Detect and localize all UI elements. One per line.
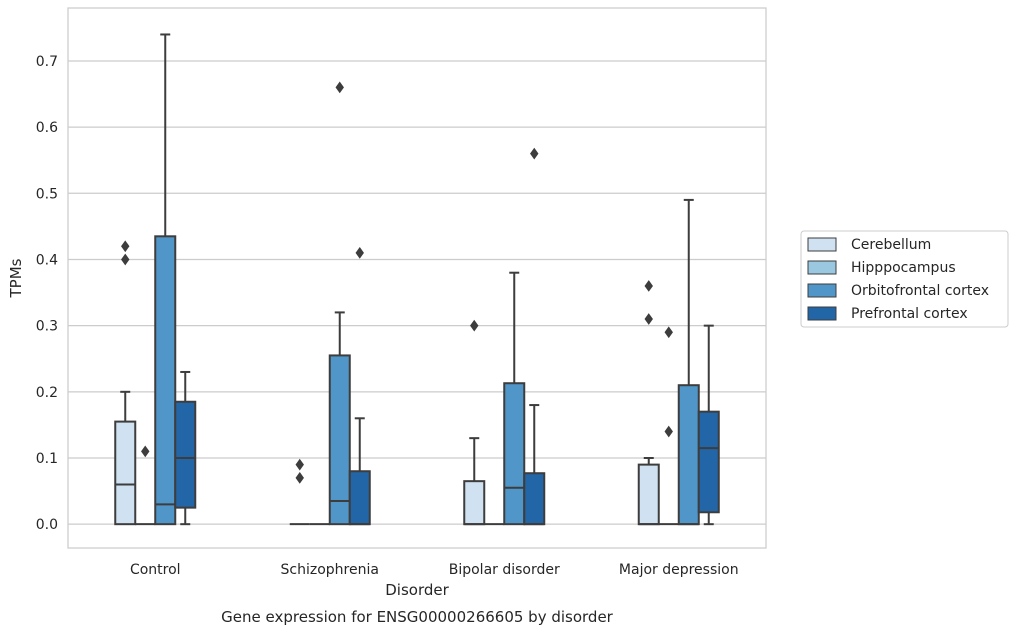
- box-prefrontal-cortex: [348, 246, 371, 526]
- legend-label: Hipppocampus: [851, 260, 956, 276]
- box-body: [523, 472, 546, 526]
- x-axis-ticks: Control Schizophrenia Bipolar disorder Majo…: [130, 562, 739, 578]
- box-hipppocampus: [135, 445, 156, 526]
- box-cerebellum: [114, 240, 137, 526]
- legend-swatch: [807, 306, 837, 321]
- y-tick-label: 0.4: [36, 252, 58, 268]
- outlier-point: [295, 471, 304, 484]
- x-tick-label: Control: [130, 562, 181, 578]
- outlier-point: [121, 240, 130, 253]
- y-axis-title: TPMs: [7, 258, 25, 298]
- x-tick-label: Bipolar disorder: [449, 562, 560, 578]
- x-axis-title: Disorder: [385, 581, 449, 599]
- outlier-point: [470, 319, 479, 332]
- x-tick-label: Major depression: [619, 562, 739, 578]
- legend-label: Prefrontal cortex: [851, 306, 968, 322]
- x-tick-label: Schizophrenia: [281, 562, 379, 578]
- box-body: [677, 384, 700, 526]
- legend-swatch: [807, 260, 837, 275]
- legend-label: Cerebellum: [851, 237, 931, 253]
- outlier-point: [295, 458, 304, 471]
- y-tick-label: 0.6: [36, 120, 58, 136]
- box-body: [328, 354, 351, 526]
- y-tick-label: 0.7: [36, 54, 58, 70]
- box-body: [503, 382, 526, 526]
- box-orbitofrontal-cortex: [677, 198, 700, 526]
- box-body: [154, 235, 177, 526]
- y-tick-label: 0.3: [36, 319, 58, 335]
- y-tick-label: 0.0: [36, 517, 58, 533]
- boxes: [114, 33, 720, 526]
- box-prefrontal-cortex: [523, 147, 546, 526]
- box-hipppocampus: [658, 326, 679, 526]
- box-cerebellum: [637, 280, 660, 526]
- box-prefrontal-cortex: [697, 324, 720, 526]
- legend-label: Orbitofrontal cortex: [851, 283, 989, 299]
- legend-swatch: [807, 283, 837, 298]
- y-axis-ticks: 0.0 0.1 0.2 0.3 0.4 0.5 0.6 0.7: [36, 54, 58, 533]
- box-body: [463, 480, 486, 526]
- outlier-point: [121, 253, 130, 266]
- box-orbitofrontal-cortex: [328, 81, 351, 526]
- outlier-point: [644, 280, 653, 292]
- box-orbitofrontal-cortex: [154, 33, 177, 526]
- box-body: [697, 410, 720, 514]
- outlier-point: [644, 313, 653, 325]
- legend: Cerebellum Hipppocampus Orbitofrontal cort…: [800, 230, 1009, 328]
- outlier-point: [664, 326, 673, 339]
- box-cerebellum: [289, 458, 310, 526]
- y-tick-label: 0.1: [36, 451, 58, 467]
- box-body: [174, 400, 197, 509]
- legend-frame: [800, 230, 1009, 328]
- legend-swatch: [807, 237, 837, 252]
- figure-caption: Gene expression for ENSG00000266605 by d…: [221, 608, 614, 626]
- y-tick-label: 0.5: [36, 186, 58, 202]
- outlier-point: [335, 81, 344, 94]
- box-orbitofrontal-cortex: [503, 271, 526, 526]
- box-body: [114, 420, 137, 526]
- box-body: [348, 470, 371, 526]
- outlier-point: [530, 147, 539, 160]
- y-tick-label: 0.2: [36, 385, 58, 401]
- box-prefrontal-cortex: [174, 370, 197, 526]
- outlier-point: [355, 246, 364, 259]
- box-cerebellum: [463, 319, 486, 526]
- box-body: [637, 463, 660, 526]
- outlier-point: [664, 425, 673, 438]
- outlier-point: [141, 445, 150, 458]
